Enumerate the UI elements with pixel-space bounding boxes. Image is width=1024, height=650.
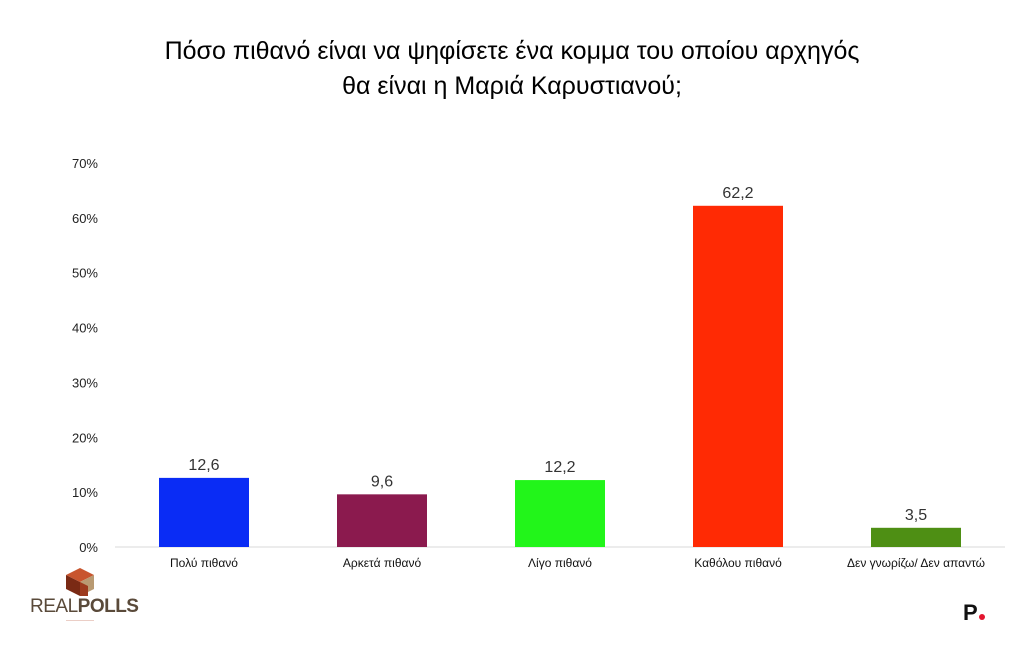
publisher-logo-dot: [978, 614, 985, 620]
y-tick-label: 20%: [72, 430, 98, 445]
x-tick-label: Καθόλου πιθανό: [694, 556, 782, 570]
y-tick-label: 50%: [72, 266, 98, 281]
y-tick-label: 0%: [79, 540, 98, 555]
y-tick-label: 30%: [72, 375, 98, 390]
chart-title-line-2: θα είναι η Μαριά Καρυστιανού;: [342, 72, 682, 100]
chart-title-line-1: Πόσο πιθανό είναι να ψηφίσετε ένα κομμα …: [164, 37, 860, 65]
value-labels: 12,6 9,6 12,2 62,2 3,5: [188, 185, 927, 524]
x-tick-label: Δεν γνωρίζω/ Δεν απαντώ: [847, 556, 985, 570]
publisher-logo: P: [963, 600, 985, 626]
x-tick-label: Λίγο πιθανό: [528, 556, 592, 570]
y-tick-label: 40%: [72, 321, 98, 336]
bar: [871, 527, 961, 547]
chart-title: Πόσο πιθανό είναι να ψηφίσετε ένα κομμα …: [0, 34, 1024, 104]
x-tick-label: Πολύ πιθανό: [170, 556, 238, 570]
bar: [159, 477, 249, 547]
data-label: 62,2: [722, 185, 753, 202]
y-axis: 0% 10% 20% 30% 40% 50% 60% 70%: [72, 156, 98, 555]
y-tick-label: 70%: [72, 156, 98, 171]
realpolls-wordmark: REALPOLLS: [30, 596, 139, 617]
y-tick-label: 10%: [72, 485, 98, 500]
bar: [693, 205, 783, 547]
realpolls-tagline-line: ――――――――: [66, 618, 94, 622]
bars: [159, 205, 961, 547]
realpolls-logo: REALPOLLS ――――――――: [30, 566, 139, 626]
bar: [337, 494, 427, 547]
category-labels: Πολύ πιθανό Αρκετά πιθανό Λίγο πιθανό Καθόλ…: [170, 556, 985, 570]
data-label: 12,2: [544, 459, 575, 476]
x-tick-label: Αρκετά πιθανό: [343, 556, 422, 570]
data-label: 3,5: [905, 507, 927, 524]
y-tick-label: 60%: [72, 211, 98, 226]
data-label: 12,6: [188, 457, 219, 474]
bar: [515, 480, 605, 547]
data-label: 9,6: [371, 473, 393, 490]
realpolls-cube-icon: [66, 568, 94, 596]
